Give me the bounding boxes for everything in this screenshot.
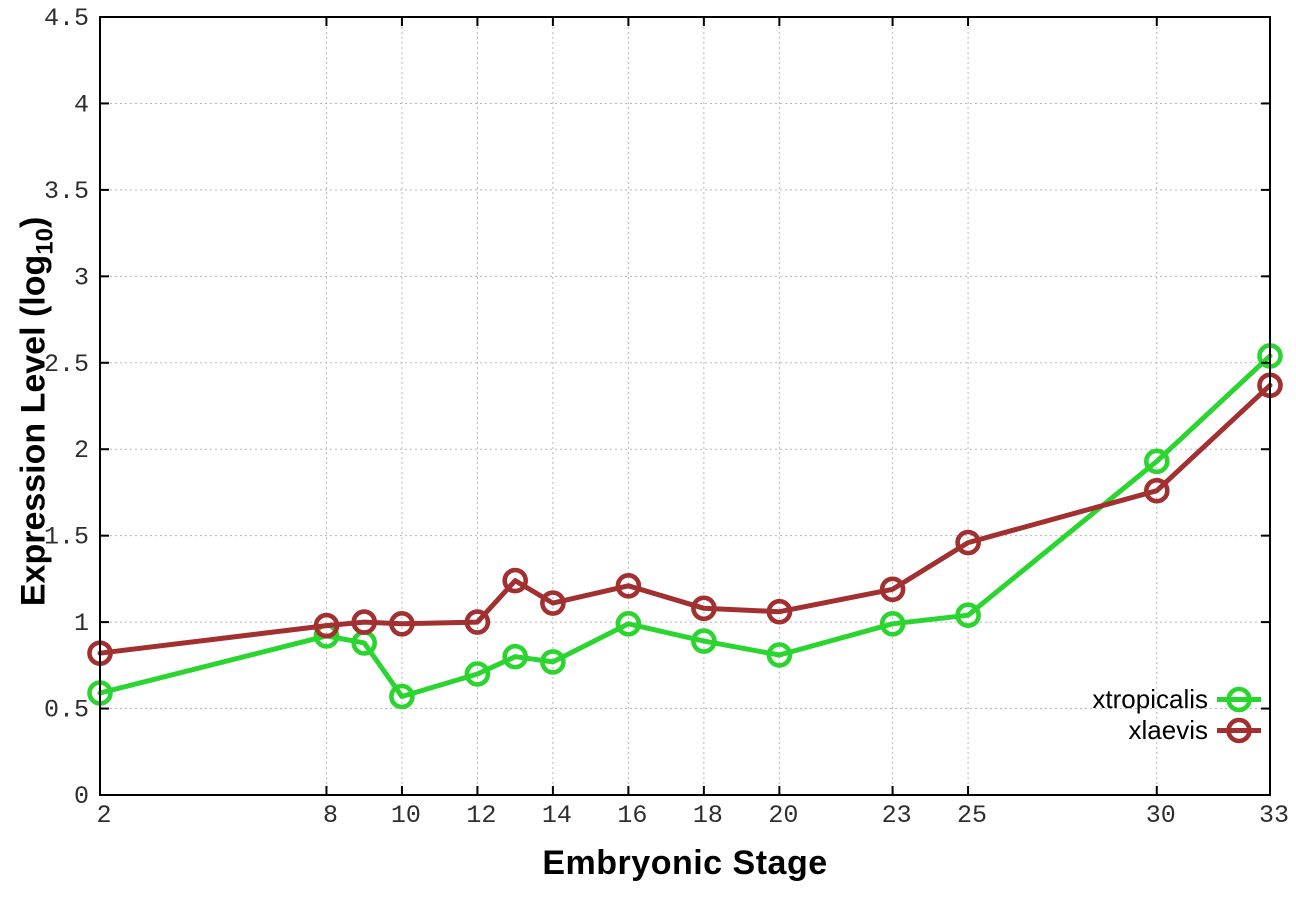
series-line-xlaevis (97, 382, 1273, 656)
data-point-xtropicalis (464, 661, 491, 687)
y-tick-label: 2 (74, 436, 89, 465)
data-point-xlaevis (540, 590, 566, 616)
line-point-marker-icon (1217, 686, 1261, 713)
x-tick-label: 25 (957, 801, 987, 830)
data-point-xlaevis (615, 572, 642, 599)
legend-circle (1226, 717, 1252, 744)
y-axis-title: Expression Level (log10) (14, 216, 59, 607)
data-point-xtropicalis (502, 643, 529, 670)
data-point-xtropicalis (540, 649, 566, 675)
x-tick-label: 2 (96, 801, 111, 830)
data-point-xtropicalis (691, 628, 717, 654)
y-tick-label: 0.5 (44, 696, 89, 725)
y-tick-label: 1 (74, 609, 89, 638)
y-tick-label: 4.5 (44, 4, 89, 33)
x-axis-title: Embryonic Stage (542, 844, 828, 882)
y-tick-label: 0 (74, 782, 89, 811)
x-tick-label: 10 (391, 801, 421, 830)
data-point-xlaevis (389, 610, 415, 637)
data-point-xtropicalis (1144, 448, 1170, 475)
data-point-xtropicalis (766, 642, 793, 668)
data-point-xlaevis (351, 609, 378, 635)
legend-item-xtropicalis: xtropicalis (1092, 684, 1262, 715)
x-tick-label: 14 (542, 801, 572, 830)
legend-item-xlaevis: xlaevis (1092, 715, 1262, 746)
legend-label: xtropicalis (1092, 684, 1208, 714)
x-tick-label: 18 (693, 801, 723, 830)
x-tick-label: 23 (882, 801, 912, 830)
data-point-xtropicalis (615, 610, 642, 637)
y-tick-label: 4 (74, 90, 89, 119)
data-point-xlaevis (766, 598, 793, 625)
x-tick-label: 12 (466, 801, 496, 830)
data-point-xlaevis (464, 609, 491, 635)
x-tick-label: 8 (323, 801, 338, 830)
y-tick-label: 3.5 (44, 177, 89, 206)
y-tick-label: 3 (74, 263, 89, 292)
legend: xtropicalis xlaevis (1092, 684, 1262, 746)
data-point-xtropicalis (389, 683, 415, 710)
data-point-xlaevis (955, 529, 981, 556)
data-point-xlaevis (502, 567, 529, 594)
data-point-xlaevis (1144, 477, 1170, 504)
y-tick-label: 2.5 (44, 350, 89, 379)
x-tick-label: 16 (617, 801, 647, 830)
data-point-xlaevis (691, 595, 717, 622)
series-line-xtropicalis (97, 353, 1273, 699)
plot-border (99, 16, 1271, 796)
data-point-xlaevis (313, 612, 340, 639)
x-tick-label: 33 (1259, 801, 1289, 830)
x-tick-label: 30 (1146, 801, 1176, 830)
data-point-xlaevis (879, 576, 906, 603)
data-point-xtropicalis (879, 610, 906, 637)
x-tick-label: 20 (768, 801, 798, 830)
line-point-marker-icon (1217, 717, 1261, 744)
legend-label: xlaevis (1128, 715, 1208, 745)
y-tick-label: 1.5 (44, 523, 89, 552)
data-point-xtropicalis (955, 602, 981, 629)
legend-circle (1226, 686, 1252, 713)
